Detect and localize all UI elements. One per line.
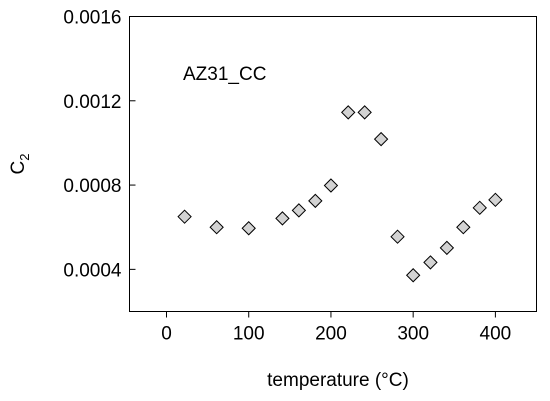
x-tick-label: 400: [480, 324, 512, 345]
data-point: [423, 255, 438, 270]
data-point: [390, 229, 405, 244]
data-point: [373, 131, 389, 147]
data-point: [177, 209, 192, 224]
x-axis-title: temperature (°C): [267, 370, 409, 391]
x-axis-ticks: 0 100 200 300 400: [161, 311, 512, 345]
data-point: [209, 220, 224, 235]
data-point: [488, 192, 503, 208]
data-point: [357, 105, 372, 120]
data-point: [323, 178, 339, 193]
data-point: [241, 221, 256, 236]
data-point: [405, 268, 421, 283]
chart-annotation: AZ31_CC: [183, 64, 266, 85]
data-point: [308, 193, 323, 209]
x-tick-label: 0: [161, 324, 172, 345]
data-point: [341, 105, 356, 120]
y-axis-title: C2: [8, 154, 32, 175]
data-point: [456, 220, 471, 235]
y-tick-label: 0.0016: [63, 8, 121, 29]
data-point: [472, 200, 487, 216]
y-tick-label: 0.0008: [63, 176, 121, 197]
x-tick-label: 200: [315, 324, 347, 345]
y-tick-label: 0.0004: [63, 260, 122, 281]
data-point: [439, 240, 455, 256]
y-tick-label: 0.0012: [63, 92, 121, 113]
y-axis-title-subscript: 2: [17, 154, 32, 161]
y-axis-title-main: C: [8, 161, 29, 175]
data-point: [291, 203, 307, 218]
data-points: [177, 105, 503, 283]
plot-frame: [129, 16, 537, 312]
x-tick-label: 300: [397, 324, 429, 345]
data-point: [275, 211, 290, 226]
y-axis-ticks: 0.0004 0.0008 0.0012 0.0016: [63, 8, 136, 281]
svg-text:C2: C2: [8, 154, 32, 175]
x-tick-label: 100: [233, 324, 265, 345]
